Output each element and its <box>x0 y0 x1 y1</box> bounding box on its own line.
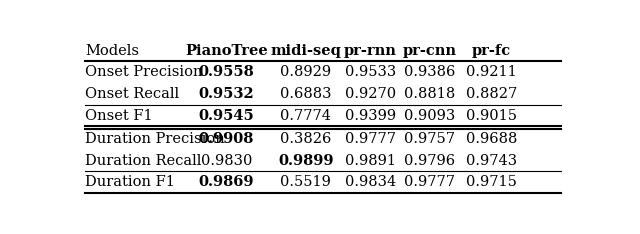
Text: 0.9545: 0.9545 <box>198 109 254 123</box>
Text: Onset Recall: Onset Recall <box>85 87 179 101</box>
Text: 0.9869: 0.9869 <box>198 175 254 189</box>
Text: 0.9688: 0.9688 <box>466 132 517 146</box>
Text: 0.9830: 0.9830 <box>200 154 252 168</box>
Text: pr-fc: pr-fc <box>472 44 511 58</box>
Text: 0.9558: 0.9558 <box>198 65 254 79</box>
Text: 0.8818: 0.8818 <box>404 87 455 101</box>
Text: midi-seq: midi-seq <box>270 44 341 58</box>
Text: 0.7774: 0.7774 <box>280 109 331 123</box>
Text: 0.9757: 0.9757 <box>404 132 455 146</box>
Text: 0.9777: 0.9777 <box>404 175 455 189</box>
Text: 0.8929: 0.8929 <box>280 65 332 79</box>
Text: 0.5519: 0.5519 <box>280 175 331 189</box>
Text: 0.9891: 0.9891 <box>345 154 396 168</box>
Text: 0.3826: 0.3826 <box>280 132 332 146</box>
Text: 0.9743: 0.9743 <box>466 154 517 168</box>
Text: 0.9211: 0.9211 <box>467 65 517 79</box>
Text: Duration Precision: Duration Precision <box>85 132 225 146</box>
Text: Models: Models <box>85 44 139 58</box>
Text: pr-rnn: pr-rnn <box>344 44 397 58</box>
Text: 0.9532: 0.9532 <box>198 87 254 101</box>
Text: Onset Precision: Onset Precision <box>85 65 202 79</box>
Text: 0.9270: 0.9270 <box>344 87 396 101</box>
Text: 0.9899: 0.9899 <box>278 154 333 168</box>
Text: 0.9715: 0.9715 <box>467 175 517 189</box>
Text: Onset F1: Onset F1 <box>85 109 152 123</box>
Text: 0.9399: 0.9399 <box>344 109 396 123</box>
Text: pr-cnn: pr-cnn <box>403 44 457 58</box>
Text: 0.9834: 0.9834 <box>344 175 396 189</box>
Text: 0.9386: 0.9386 <box>404 65 456 79</box>
Text: 0.9796: 0.9796 <box>404 154 455 168</box>
Text: 0.9908: 0.9908 <box>198 132 254 146</box>
Text: 0.9015: 0.9015 <box>466 109 517 123</box>
Text: PianoTree: PianoTree <box>185 44 268 58</box>
Text: 0.6883: 0.6883 <box>280 87 332 101</box>
Text: 0.9533: 0.9533 <box>344 65 396 79</box>
Text: Duration Recall: Duration Recall <box>85 154 202 168</box>
Text: 0.9777: 0.9777 <box>345 132 396 146</box>
Text: 0.9093: 0.9093 <box>404 109 455 123</box>
Text: 0.8827: 0.8827 <box>466 87 517 101</box>
Text: Duration F1: Duration F1 <box>85 175 175 189</box>
